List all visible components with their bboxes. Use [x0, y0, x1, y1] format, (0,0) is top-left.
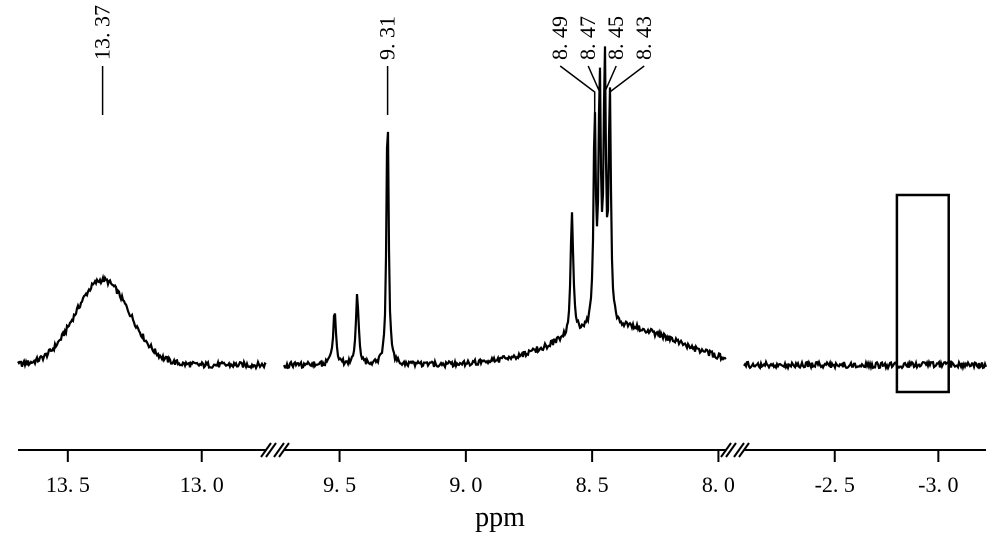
peak-label-p2-8.47: 8. 47: [575, 16, 600, 60]
peak-label-p2-8.43: 8. 43: [631, 16, 656, 60]
peak-label-p2-8.45: 8. 45: [603, 16, 628, 60]
x-tick-label-p1-1: 13. 0: [180, 472, 224, 497]
peak-leader-p2-8.49: [560, 66, 595, 115]
spectrum-trace-p2: [284, 46, 726, 367]
peak-label-p2-8.49: 8. 49: [547, 16, 572, 60]
nmr-figure: 13. 5 13. 0 13. 37 9. 5 9. 0 8. 5 8. 0 9. 31 8. …: [0, 0, 1000, 545]
x-tick-label-p2-2: 8. 5: [576, 472, 609, 497]
x-tick-label-p3-0: -2. 5: [815, 472, 855, 497]
x-tick-label-p2-0: 9. 5: [323, 472, 356, 497]
x-tick-label-p2-3: 8. 0: [702, 472, 735, 497]
x-tick-label-p3-1: -3. 0: [918, 472, 958, 497]
x-axis-label: ppm: [0, 502, 1000, 534]
x-tick-label-p2-1: 9. 0: [449, 472, 482, 497]
peak-leader-p2-8.43: [610, 66, 644, 115]
peak-label-p2-9.31: 9. 31: [375, 16, 400, 60]
x-tick-label-p1-0: 13. 5: [46, 472, 90, 497]
peak-label-p1-13.37: 13. 37: [90, 5, 115, 60]
nmr-svg: 13. 5 13. 0 13. 37 9. 5 9. 0 8. 5 8. 0 9. 31 8. …: [0, 0, 1000, 545]
spectrum-trace-p1: [18, 278, 266, 368]
